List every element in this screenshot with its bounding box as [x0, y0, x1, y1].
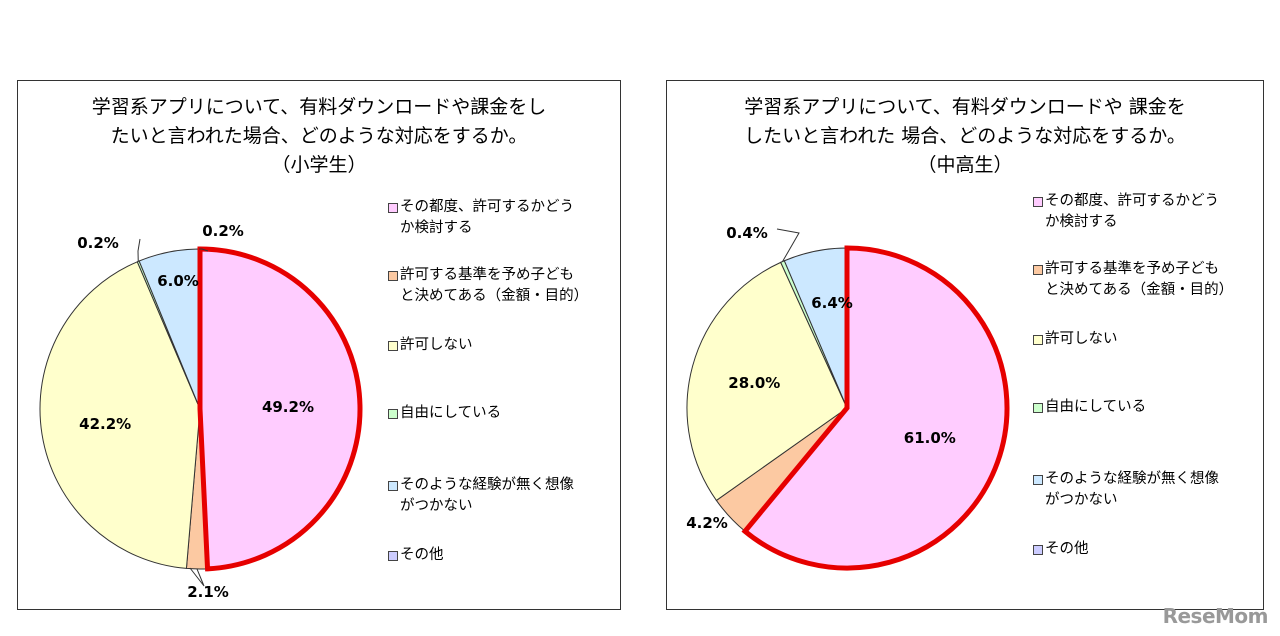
leader-line — [198, 248, 209, 252]
legend-item: 許可する基準を予め子ども と決めてある（金額・目的） — [388, 265, 630, 307]
legend-item: 許可しない — [388, 335, 630, 356]
chart-title: 学習系アプリについて、有料ダウンロードや課金をし たいと言われた場合、どのような対… — [18, 93, 620, 180]
chart-title-line: したいと言われた 場合、どのような対応をするか。 — [744, 125, 1186, 147]
chart-panel-elementary: 学習系アプリについて、有料ダウンロードや課金をし たいと言われた場合、どのような対… — [17, 80, 621, 610]
leader-line — [189, 567, 205, 587]
legend-label: その都度、許可するかどう — [1045, 193, 1219, 209]
legend-swatch — [1033, 197, 1043, 207]
data-label: 49.2% — [262, 398, 314, 416]
legend-swatch — [388, 481, 398, 491]
legend-label: 許可しない — [400, 337, 473, 353]
legend-label: その他 — [1045, 541, 1089, 557]
legend-swatch — [1033, 475, 1043, 485]
legend-label: 許可しない — [1045, 331, 1118, 347]
data-label: 0.2% — [77, 234, 119, 252]
legend-item: 自由にしている — [388, 403, 630, 424]
pie-chart: 61.0% 4.2% 28.0% 0.4% 6.4% — [686, 224, 1010, 571]
legend-label: そのような経験が無く想像 — [400, 477, 574, 493]
pie-slice — [686, 261, 848, 502]
chart-title-line: 学習系アプリについて、有料ダウンロードや課金をし — [91, 96, 547, 118]
legend-swatch — [388, 409, 398, 419]
legend-item: 許可しない — [1033, 329, 1275, 350]
chart-title-line: （小学生） — [271, 154, 367, 176]
data-label: 42.2% — [79, 415, 131, 433]
legend-swatch — [1033, 403, 1043, 413]
data-label: 61.0% — [904, 429, 956, 447]
data-label: 6.0% — [157, 272, 199, 290]
legend-swatch — [388, 203, 398, 213]
legend-swatch — [1033, 335, 1043, 345]
legend-item: 許可する基準を予め子ども と決めてある（金額・目的） — [1033, 259, 1275, 301]
legend-label: 自由にしている — [400, 405, 502, 421]
legend-label: がつかない — [1045, 492, 1118, 508]
legend-label: と決めてある（金額・目的） — [400, 288, 589, 304]
leader-line — [776, 228, 800, 262]
legend-label: 許可する基準を予め子ども — [400, 267, 574, 283]
legend-label: と決めてある（金額・目的） — [1045, 282, 1234, 298]
legend-swatch — [388, 341, 398, 351]
legend-label: 許可する基準を予め子ども — [1045, 261, 1219, 277]
legend-swatch — [1033, 265, 1043, 275]
legend-item: その他 — [388, 545, 630, 566]
data-label: 6.4% — [811, 294, 853, 312]
data-label: 0.4% — [726, 224, 768, 242]
legend-label: がつかない — [400, 498, 473, 514]
chart-panel-middle-high: 学習系アプリについて、有料ダウンロードや 課金を したいと言われた 場合、どのよう… — [666, 80, 1264, 610]
legend-item: そのような経験が無く想像 がつかない — [1033, 469, 1275, 511]
chart-title: 学習系アプリについて、有料ダウンロードや 課金を したいと言われた 場合、どのよう… — [667, 93, 1263, 180]
data-label: 28.0% — [728, 374, 780, 392]
legend-label: その都度、許可するかどう — [400, 199, 574, 215]
chart-title-line: たいと言われた場合、どのような対応をするか。 — [110, 125, 528, 147]
resemom-logo: ReseMom — [1162, 604, 1269, 628]
pie-slice — [39, 261, 201, 569]
legend-label: か検討する — [1045, 214, 1118, 230]
data-label: 0.2% — [202, 222, 244, 240]
data-label: 4.2% — [686, 514, 728, 532]
legend-label: その他 — [400, 547, 444, 563]
legend-label: か検討する — [400, 220, 473, 236]
legend-item: そのような経験が無く想像 がつかない — [388, 475, 630, 517]
chart-title-line: 学習系アプリについて、有料ダウンロードや 課金を — [744, 96, 1186, 118]
leader-line — [137, 238, 141, 262]
legend-item: 自由にしている — [1033, 397, 1275, 418]
chart-title-line: （中高生） — [917, 154, 1013, 176]
pie-chart: 49.2% 2.1% 42.2% 0.2% 6.0% 0.2% — [39, 222, 363, 601]
legend-label: そのような経験が無く想像 — [1045, 471, 1219, 487]
legend-swatch — [388, 551, 398, 561]
legend-item: その都度、許可するかどう か検討する — [388, 197, 630, 239]
legend-swatch — [388, 271, 398, 281]
highlight-outline — [197, 246, 363, 572]
legend-item: その都度、許可するかどう か検討する — [1033, 191, 1275, 233]
data-label: 2.1% — [187, 583, 229, 601]
legend-item: その他 — [1033, 539, 1275, 560]
legend-label: 自由にしている — [1045, 399, 1147, 415]
highlight-outline — [741, 245, 1010, 571]
legend-swatch — [1033, 545, 1043, 555]
